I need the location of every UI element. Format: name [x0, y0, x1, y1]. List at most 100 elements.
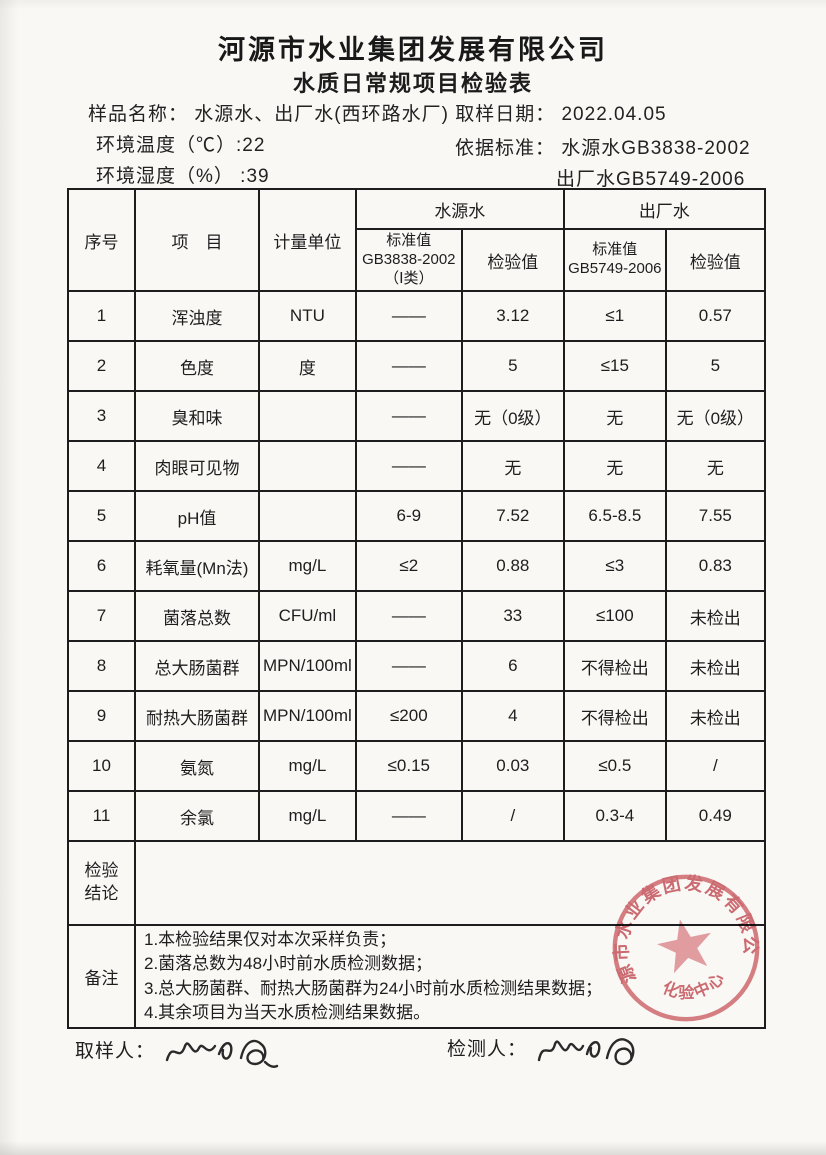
source-standard-line3: （Ⅰ类） — [384, 269, 434, 287]
row-fac-std: 无 — [562, 440, 667, 493]
row-item: 氨氮 — [134, 740, 260, 793]
source-standard-line1: 标准值 — [386, 232, 432, 249]
table-row: 6 耗氧量(Mn法) mg/L ≤2 0.88 ≤3 0.83 — [67, 540, 766, 593]
seal-star-icon — [657, 919, 711, 974]
inspection-table: 序号 项 目 计量单位 水源水 出厂水 标准值 GB3838-2002 （Ⅰ类）… — [67, 187, 766, 1029]
row-src-std: ≤200 — [354, 690, 463, 743]
row-fac-val: 无（0级） — [664, 390, 766, 443]
seal-center-text: 化验中心 — [657, 965, 732, 1009]
table-row: 2 色度 度 —— 5 ≤15 5 — [67, 340, 766, 393]
row-fac-std: 无 — [562, 390, 667, 443]
header-factory-water-group: 出厂水 — [562, 188, 766, 230]
row-no: 4 — [67, 440, 136, 493]
row-fac-val: 无 — [664, 440, 766, 493]
row-unit: MPN/100ml — [258, 640, 357, 693]
header-source-standard: 标准值 GB3838-2002 （Ⅰ类） — [354, 227, 463, 293]
table-row: 10 氨氮 mg/L ≤0.15 0.03 ≤0.5 / — [67, 740, 766, 793]
row-fac-std: ≤1 — [562, 290, 667, 343]
table-row: 8 总大肠菌群 MPN/100ml —— 6 不得检出 未检出 — [67, 640, 766, 693]
row-no: 10 — [67, 740, 136, 793]
row-unit: MPN/100ml — [258, 690, 357, 743]
row-fac-std: ≤100 — [562, 590, 667, 643]
row-unit: mg/L — [258, 790, 357, 843]
row-fac-val: 未检出 — [664, 590, 766, 643]
table-row: 7 菌落总数 CFU/ml —— 33 ≤100 未检出 — [67, 590, 766, 643]
factory-standard-line2: GB5749-2006 — [568, 260, 662, 278]
row-fac-std: ≤15 — [562, 340, 667, 393]
row-item: 浑浊度 — [134, 290, 260, 343]
row-item: 余氯 — [134, 790, 260, 843]
row-no: 6 — [67, 540, 136, 593]
row-fac-std: 不得检出 — [562, 690, 667, 743]
sampler-handwritten-signature — [165, 1039, 279, 1068]
row-item: 耗氧量(Mn法) — [134, 540, 260, 593]
row-src-val: 无 — [460, 440, 565, 493]
row-no: 7 — [67, 590, 136, 643]
factory-standard-line1: 标准值 — [592, 241, 638, 259]
table-row: 1 浑浊度 NTU —— 3.12 ≤1 0.57 — [67, 290, 766, 343]
note-line: 1.本检验结果仅对本次采样负责； — [144, 930, 397, 950]
env-humidity: 环境湿度（%） :39 — [96, 166, 270, 187]
row-unit — [258, 490, 357, 543]
row-fac-std: 6.5-8.5 — [562, 490, 667, 543]
row-fac-std: 0.3-4 — [562, 790, 667, 843]
row-src-std: —— — [354, 590, 463, 643]
table-row: 9 耐热大肠菌群 MPN/100ml ≤200 4 不得检出 未检出 — [67, 690, 766, 743]
notes-row: 备注 1.本检验结果仅对本次采样负责； 2.菌落总数为48小时前水质检测数据； … — [67, 924, 766, 1029]
sample-name-line: 样品名称： 水源水、出厂水(西环路水厂) 取样日期： 2022.04.05 — [88, 104, 667, 125]
row-src-val: 无（0级） — [460, 390, 565, 443]
row-src-std: —— — [354, 290, 463, 343]
row-no: 11 — [67, 790, 136, 843]
row-item: 色度 — [134, 340, 260, 393]
row-src-std: —— — [354, 390, 463, 443]
row-fac-std: ≤0.5 — [562, 740, 667, 793]
table-row: 4 肉眼可见物 —— 无 无 无 — [67, 440, 766, 493]
table-row: 3 臭和味 —— 无（0级） 无 无（0级） — [67, 390, 766, 443]
row-unit: mg/L — [258, 740, 357, 793]
header-factory-value: 检验值 — [664, 227, 766, 293]
row-unit: mg/L — [258, 540, 357, 593]
notes-label: 备注 — [67, 924, 136, 1029]
conclusion-label: 检验 结论 — [67, 840, 136, 927]
row-src-std: 6-9 — [354, 490, 463, 543]
sampler-signature-block: 取样人： — [75, 1032, 291, 1076]
row-no: 9 — [67, 690, 136, 743]
table-row: 11 余氯 mg/L —— / 0.3-4 0.49 — [67, 790, 766, 843]
row-no: 5 — [67, 490, 136, 543]
table-header-sub: 标准值 GB3838-2002 （Ⅰ类） 检验值 标准值 GB5749-2006… — [68, 227, 766, 293]
notes-content: 1.本检验结果仅对本次采样负责； 2.菌落总数为48小时前水质检测数据； 3.总… — [134, 924, 766, 1029]
row-src-val: 3.12 — [460, 290, 565, 343]
row-item: 耐热大肠菌群 — [134, 690, 260, 743]
row-fac-val: 0.49 — [664, 790, 766, 843]
row-src-std: —— — [354, 790, 463, 843]
header-no: 序号 — [67, 187, 136, 293]
row-fac-val: 7.55 — [664, 490, 766, 543]
row-fac-std: 不得检出 — [562, 640, 667, 693]
row-fac-val: 未检出 — [664, 690, 766, 743]
header-source-value: 检验值 — [460, 227, 565, 293]
row-unit — [258, 390, 357, 443]
row-fac-val: 5 — [664, 340, 766, 393]
note-line: 2.菌落总数为48小时前水质检测数据； — [144, 954, 433, 974]
note-line: 3.总大肠菌群、耐热大肠菌群为24小时前水质检测结果数据； — [144, 978, 603, 998]
table-header-groups: 序号 项 目 计量单位 水源水 出厂水 — [67, 187, 766, 293]
row-src-val: / — [460, 790, 565, 843]
row-item: pH值 — [134, 490, 260, 543]
row-src-val: 6 — [460, 640, 565, 693]
row-src-std: ≤2 — [354, 540, 463, 593]
row-src-std: —— — [354, 440, 463, 493]
tester-label: 检测人： — [447, 1039, 528, 1060]
row-fac-val: / — [664, 740, 766, 793]
note-line: 4.其余项目为当天水质检测结果数据。 — [144, 1002, 431, 1022]
company-seal-stamp: 河源市水业集团发展有限公司 化验中心 — [593, 855, 764, 1022]
row-src-std: ≤0.15 — [354, 740, 463, 793]
row-src-val: 33 — [460, 590, 565, 643]
row-src-val: 7.52 — [460, 490, 565, 543]
standard-basis-line2: 出厂水GB5749-2006 — [556, 169, 746, 190]
row-no: 8 — [67, 640, 136, 693]
row-unit: 度 — [258, 340, 357, 393]
tester-signature-block: 检测人： — [447, 1030, 653, 1076]
header-unit: 计量单位 — [258, 187, 357, 293]
sampler-label: 取样人： — [75, 1041, 156, 1062]
